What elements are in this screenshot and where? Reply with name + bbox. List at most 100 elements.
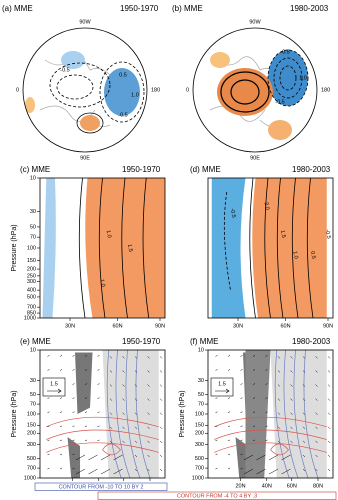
vector <box>240 453 243 456</box>
vector <box>315 426 318 429</box>
vector <box>302 440 306 444</box>
vector <box>265 369 268 371</box>
contour-label: 1.0 <box>131 92 139 98</box>
vector <box>97 355 100 357</box>
vector <box>47 439 50 442</box>
vector <box>327 454 331 458</box>
vector <box>302 370 306 373</box>
vector <box>75 454 86 461</box>
vector <box>227 425 231 428</box>
vector <box>113 454 123 461</box>
footnote: CONTOUR FROM -4 TO 4 BY .3 <box>177 493 257 499</box>
y-tick-label: 70 <box>30 235 36 241</box>
panel-label: (b) MME <box>172 4 203 13</box>
contour-label: 1.0 <box>299 75 307 81</box>
vector <box>59 355 63 357</box>
contour <box>223 191 231 291</box>
y-axis-label: Pressure (hPa) <box>11 224 18 271</box>
y-tick-label: 250 <box>27 273 36 279</box>
x-tick-label: 90N <box>155 323 165 329</box>
contour <box>249 178 256 318</box>
vector <box>47 425 50 428</box>
shade-dark <box>245 350 271 478</box>
y-tick-label: 500 <box>195 456 204 462</box>
vector <box>240 439 243 442</box>
vector <box>109 412 113 415</box>
plot <box>46 350 163 478</box>
vector <box>327 356 331 359</box>
vector <box>215 467 218 470</box>
contour <box>56 74 94 100</box>
vector <box>97 411 100 413</box>
vector <box>302 426 306 429</box>
vector <box>265 397 268 399</box>
contour <box>264 178 271 318</box>
y-axis-label: Pressure (hPa) <box>11 390 18 437</box>
vector <box>315 468 318 472</box>
y-tick-label: 200 <box>195 431 204 437</box>
vector <box>84 425 88 428</box>
vector <box>147 454 150 458</box>
y-tick-label: 1000 <box>24 475 36 481</box>
contour-blue <box>303 350 319 478</box>
vector <box>72 369 75 371</box>
vector <box>122 356 125 359</box>
vector <box>159 454 163 458</box>
vector <box>215 453 218 456</box>
contour <box>220 71 270 113</box>
contour-label: 1.5 <box>279 230 286 239</box>
vector <box>47 397 50 399</box>
vector <box>122 384 125 387</box>
contour-red <box>270 443 289 456</box>
vector <box>97 439 100 442</box>
contour-blue <box>115 350 131 478</box>
contour-red <box>214 442 327 453</box>
vector <box>134 426 138 429</box>
vector <box>147 370 150 373</box>
vector <box>122 440 125 444</box>
vector <box>281 454 291 461</box>
vector <box>315 454 318 458</box>
vector <box>72 439 75 442</box>
vector <box>84 439 88 442</box>
vector <box>252 355 256 357</box>
vector <box>159 426 163 429</box>
vector <box>240 383 243 385</box>
contour <box>306 178 314 318</box>
vector <box>290 356 293 359</box>
panel-label: (a) MME <box>2 4 33 13</box>
contour <box>273 57 303 99</box>
vector <box>59 467 63 470</box>
shade-blue <box>211 178 246 318</box>
vector <box>72 467 75 470</box>
contour <box>291 178 299 318</box>
contour-blue <box>135 350 151 478</box>
vector <box>227 453 231 456</box>
vector <box>134 468 138 472</box>
panel-period: 1950-1970 <box>122 337 161 346</box>
lon-label: 180 <box>321 87 330 93</box>
vector <box>290 398 293 401</box>
x-tick-label: 30N <box>233 323 243 329</box>
vector <box>281 468 291 475</box>
y-tick-label: 1000 <box>192 475 204 481</box>
y-tick-label: 150 <box>27 258 36 264</box>
vector <box>59 425 63 428</box>
vector <box>327 384 331 387</box>
vector <box>159 412 163 415</box>
contour <box>142 178 150 318</box>
x-tick-label: 20N <box>235 483 245 489</box>
panel-label: (e) MME <box>20 337 51 346</box>
vector <box>252 397 256 399</box>
vector <box>252 411 256 413</box>
vector <box>302 356 306 359</box>
y-tick-label: 400 <box>27 288 36 294</box>
vector <box>159 384 163 387</box>
map <box>23 28 147 152</box>
vector <box>290 370 293 373</box>
y-tick-label: 30 <box>30 209 36 215</box>
vector <box>327 398 331 401</box>
vector <box>72 411 75 413</box>
vector <box>147 356 150 359</box>
